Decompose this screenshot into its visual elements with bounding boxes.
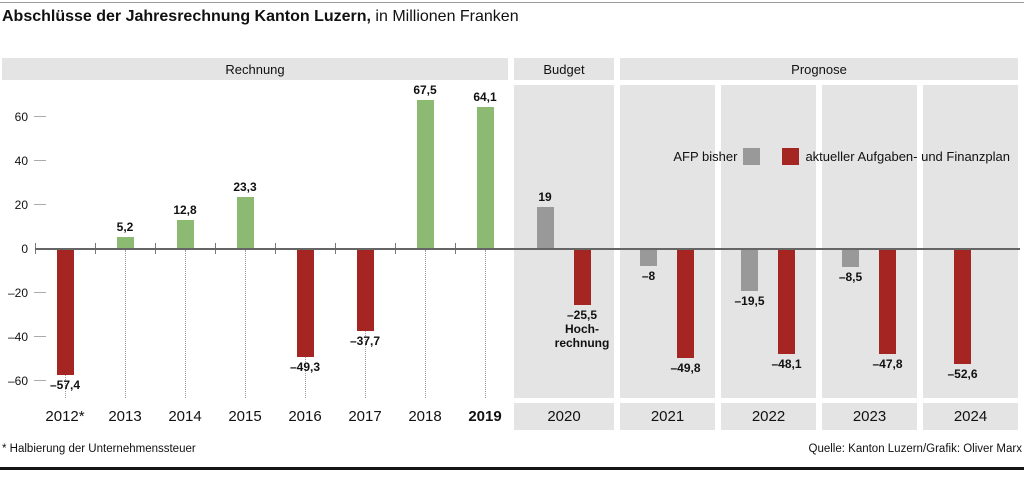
legend-swatch-plan [782, 148, 800, 165]
grid-guide [484, 249, 486, 398]
y-axis-tick [34, 291, 46, 293]
grid-guide [184, 249, 186, 398]
year-label: 2023 [852, 408, 887, 425]
footnote: * Halbierung der Unternehmenssteuer [2, 443, 196, 455]
section-band-prognose: Prognose [620, 58, 1018, 80]
grid-guide [424, 249, 426, 398]
column-panel [620, 85, 715, 398]
y-axis-label: 0 [21, 241, 28, 256]
top-rule [0, 2, 1024, 3]
bar-value-label: 64,1 [473, 90, 497, 105]
year-label: 2016 [288, 408, 322, 425]
bar-value-label: –8,5 [838, 270, 863, 285]
bar-value-label: –49,8 [670, 361, 701, 376]
bar-2015 [236, 197, 254, 249]
bar-afp-2020 [536, 206, 554, 249]
bar-value-label: –8 [641, 269, 656, 284]
year-box [620, 403, 715, 430]
bar-2018 [416, 100, 434, 249]
year-label: 2012* [45, 408, 85, 425]
zero-axis-line [35, 247, 1020, 250]
year-label: 2020 [547, 408, 581, 425]
year-label: 2024 [953, 408, 988, 425]
year-label: 2022 [751, 408, 786, 425]
bar-2013 [116, 237, 134, 249]
bar-2019 [476, 107, 494, 249]
year-box [721, 403, 816, 430]
y-axis-label: 40 [14, 153, 28, 168]
bar-value-label: 23,3 [233, 180, 257, 195]
grid-guide [124, 249, 126, 398]
y-axis-label: 60 [14, 109, 28, 124]
bar-plan-2022 [778, 248, 795, 355]
y-axis-tick [34, 335, 46, 337]
column-panel [721, 85, 816, 398]
bar-value-label: 5,2 [116, 220, 134, 235]
bar-2016 [296, 248, 314, 357]
bar-note-line: rechnung [554, 335, 610, 350]
year-label: 2013 [108, 408, 142, 425]
year-label: 2018 [408, 408, 442, 425]
year-label: 2014 [168, 408, 202, 425]
bar-value-label: 67,5 [413, 83, 437, 97]
legend: AFP bisher aktueller Aufgaben- und Finan… [673, 148, 1010, 165]
chart-title-main: Abschlüsse der Jahresrechnung Kanton Luz… [2, 8, 371, 25]
chart-title-unit: in Millionen Franken [375, 8, 519, 25]
chart-title: Abschlüsse der Jahresrechnung Kanton Luz… [2, 8, 519, 26]
legend-label-afp: AFP bisher [673, 149, 738, 164]
bar-value-label: –57,4 [49, 377, 81, 392]
y-axis-tick [34, 159, 46, 161]
column-panel [514, 85, 614, 398]
bar-afp-2021 [640, 248, 657, 267]
y-axis-label: 20 [14, 197, 28, 212]
bar-2012* [56, 248, 74, 375]
bottom-rule [0, 467, 1024, 470]
bar-value-label: –49,3 [289, 359, 321, 374]
column-panel [822, 85, 917, 398]
bar-afp-2023 [842, 248, 859, 268]
y-axis-label: –20 [7, 285, 28, 300]
y-axis-tick [34, 115, 46, 117]
bar-plan-2024 [954, 248, 971, 365]
bar-plan-2021 [677, 248, 694, 359]
bar-value-label: –25,5 [566, 307, 598, 322]
legend-label-plan: aktueller Aufgaben- und Finanzplan [805, 149, 1010, 164]
year-box [822, 403, 917, 430]
section-band-budget: Budget [514, 58, 614, 80]
bar-plan-2023 [879, 248, 896, 354]
year-label: 2021 [650, 408, 685, 425]
bar-value-label: –48,1 [771, 357, 802, 372]
year-label: 2015 [228, 408, 262, 425]
y-axis-tick [34, 379, 46, 381]
y-axis-label: –40 [7, 329, 28, 344]
year-box [923, 403, 1018, 430]
bar-value-label: –47,8 [872, 356, 903, 371]
bar-2017 [356, 248, 374, 332]
section-band-rechnung: Rechnung [2, 58, 508, 80]
year-box [514, 403, 614, 430]
source-credit: Quelle: Kanton Luzern/Grafik: Oliver Mar… [808, 443, 1022, 455]
grid-guide [244, 249, 246, 398]
bar-afp-2022 [741, 248, 758, 292]
legend-swatch-afp [743, 148, 761, 165]
bar-plan-2020 [573, 248, 591, 305]
bar-note-line: Hoch- [565, 321, 599, 336]
bar-value-label: –52,6 [947, 367, 978, 382]
bar-2014 [176, 220, 194, 249]
bar-value-label: –19,5 [734, 294, 765, 309]
year-label: 2019 [468, 408, 502, 425]
year-label: 2017 [348, 408, 382, 425]
bar-value-label: 19 [538, 189, 552, 204]
bar-value-label: 12,8 [173, 203, 197, 218]
y-axis-tick [34, 203, 46, 205]
bar-value-label: –37,7 [349, 334, 381, 349]
y-axis-label: –60 [7, 373, 28, 388]
